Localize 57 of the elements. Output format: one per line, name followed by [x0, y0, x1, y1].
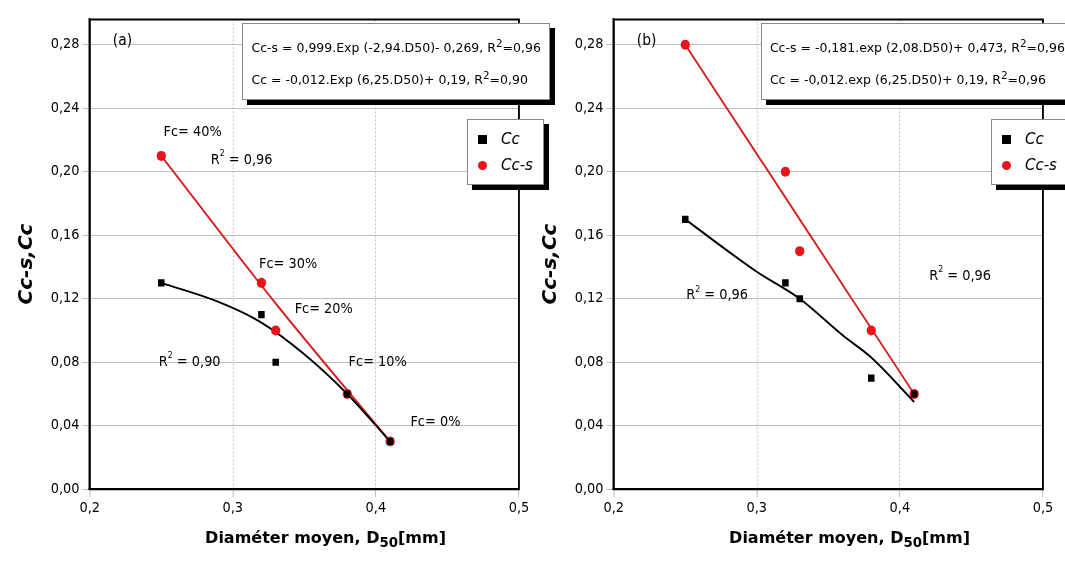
x-tick-label: 0,5 [508, 498, 530, 516]
y-tick-label: 0,12 [50, 288, 80, 306]
x-axis-title: Diaméter moyen, D$_{50}$[mm] [204, 528, 447, 551]
y-tick-label: 0,00 [50, 479, 80, 496]
point [796, 295, 803, 303]
annotation: Fc= 40% [163, 122, 222, 139]
annotation: Fc= 0% [410, 412, 461, 430]
point [866, 325, 876, 336]
y-tick-label: 0,20 [50, 161, 80, 179]
point [867, 374, 875, 382]
point [780, 166, 791, 177]
y-axis-title: Cc-s,Cc [537, 223, 561, 305]
y-tick-label: 0,04 [50, 415, 80, 433]
y-axis-title: Cc-s,Cc [13, 223, 37, 305]
annotation: Cc-s = 0,999.Exp (-2,94.D50)- 0,269, R$^{2}$=0,96 [251, 36, 541, 58]
point [271, 325, 281, 336]
y-tick-label: 0,24 [50, 98, 80, 116]
point [272, 358, 279, 366]
legend-label: Cc-s [500, 156, 533, 175]
x-tick-label: 0,3 [222, 498, 244, 516]
y-tick-label: 0,28 [50, 34, 80, 52]
point [258, 311, 265, 319]
point [680, 39, 690, 50]
point [782, 279, 789, 287]
legend-label: Cc-s [1024, 156, 1057, 175]
point [682, 215, 689, 223]
legend-label: Cc [500, 130, 520, 149]
y-tick-label: 0,16 [574, 225, 604, 243]
x-tick-label: 0,4 [889, 498, 911, 516]
point [256, 277, 267, 288]
y-tick-label: 0,08 [574, 352, 604, 369]
annotation: Fc= 30% [259, 254, 318, 271]
point [795, 246, 805, 257]
point [158, 279, 165, 287]
y-tick-label: 0,12 [574, 288, 604, 306]
x-tick-label: 0,2 [79, 498, 100, 516]
point [156, 150, 166, 161]
annotation: Fc= 20% [294, 299, 354, 317]
y-tick-label: 0,20 [574, 161, 604, 179]
x-tick-label: 0,3 [746, 498, 768, 516]
y-tick-label: 0,04 [574, 415, 604, 433]
x-tick-label: 0,4 [365, 498, 387, 516]
legend-label: Cc [1024, 130, 1044, 149]
annotation: Cc = -0,012.Exp (6,25.D50)+ 0,19, R$^{2}$=0,90 [251, 67, 529, 89]
y-tick-label: 0,28 [574, 34, 604, 52]
y-tick-label: 0,00 [574, 479, 604, 496]
x-axis-title: Diaméter moyen, D$_{50}$[mm] [728, 528, 971, 551]
x-tick-label: 0,2 [603, 498, 624, 516]
text: (a) [112, 31, 133, 49]
y-tick-label: 0,16 [50, 225, 80, 243]
text: (b) [636, 31, 657, 49]
x-tick-label: 0,5 [1032, 498, 1054, 516]
y-tick-label: 0,08 [50, 352, 80, 369]
annotation: Cc-s = -0,181.exp (2,08.D50)+ 0,473, R$^{2}$=0,96 [769, 36, 1065, 58]
y-tick-label: 0,24 [574, 98, 604, 116]
annotation: Cc = -0,012.exp (6,25.D50)+ 0,19, R$^{2}$=0,96 [769, 67, 1047, 89]
annotation: Fc= 10% [348, 352, 408, 369]
